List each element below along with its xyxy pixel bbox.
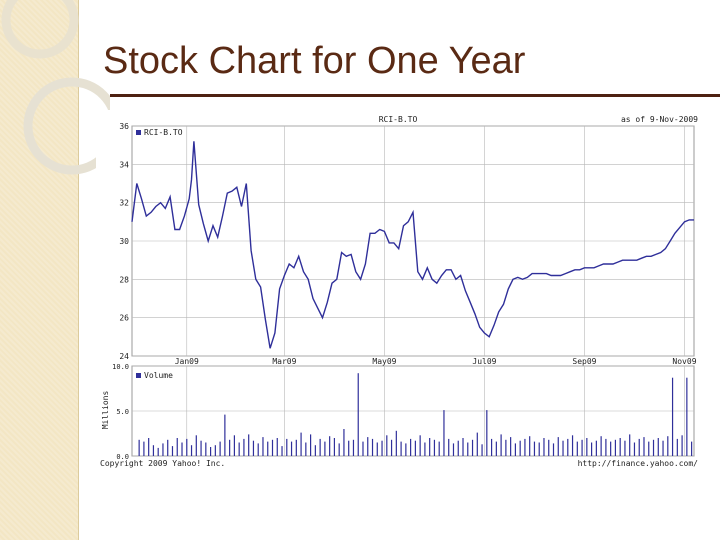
price-grid: [132, 125, 694, 357]
price-y-tick-label: 24: [119, 352, 129, 361]
x-tick-label: May09: [372, 357, 396, 366]
volume-grid: [132, 365, 694, 457]
price-y-tick-label: 32: [119, 199, 129, 208]
volume-y-ticks: 0.0 5.0 10.0: [112, 363, 129, 461]
volume-legend-swatch: [136, 373, 141, 378]
x-tick-label: Jan09: [175, 357, 199, 366]
x-axis-labels: Jan09 Mar09 May09 Jul09 Sep09 Nov09: [175, 357, 697, 366]
price-y-tick-label: 30: [119, 237, 129, 246]
chart-as-of: as of 9-Nov-2009: [621, 115, 698, 124]
price-y-ticks: 24 26 28 30 32 34 36: [119, 122, 129, 361]
chart-title: RCI-B.TO: [379, 115, 418, 124]
price-y-tick-label: 28: [119, 275, 129, 284]
volume-y-axis-label: Millions: [101, 391, 110, 430]
price-plot: 24 26 28 30 32 34 36 RCI-B.TO: [119, 122, 695, 361]
price-y-tick-label: 26: [119, 314, 129, 323]
copyright-text: Copyright 2009 Yahoo! Inc.: [100, 459, 225, 468]
volume-series: [138, 373, 693, 456]
price-line: [131, 141, 694, 349]
volume-y-tick-label: 5.0: [116, 408, 129, 416]
price-y-tick-label: 34: [119, 160, 129, 169]
x-tick-label: Mar09: [272, 357, 296, 366]
slide-title: Stock Chart for One Year: [103, 40, 526, 82]
x-tick-label: Nov09: [672, 357, 696, 366]
decorative-circles: [1, 0, 110, 175]
source-url: http://finance.yahoo.com/: [578, 459, 699, 468]
price-y-tick-label: 36: [119, 122, 129, 131]
volume-y-tick-label: 0.0: [116, 453, 129, 461]
price-legend-swatch: [136, 130, 141, 135]
volume-plot: 0.0 5.0 10.0 Volume Millions: [101, 363, 695, 461]
volume-legend-label: Volume: [144, 371, 173, 380]
volume-y-tick-label: 10.0: [112, 363, 129, 371]
price-legend-label: RCI-B.TO: [144, 128, 183, 137]
stock-chart: RCI-B.TO as of 9-Nov-2009 24 26 28 30 32 34 36…: [96, 110, 700, 472]
x-tick-label: Sep09: [572, 357, 596, 366]
price-series: [131, 141, 694, 349]
title-rule: [110, 94, 720, 97]
decorative-circle-top: [1, 0, 79, 59]
x-tick-label: Jul09: [472, 357, 496, 366]
decorative-circle-bottom: [23, 77, 110, 175]
